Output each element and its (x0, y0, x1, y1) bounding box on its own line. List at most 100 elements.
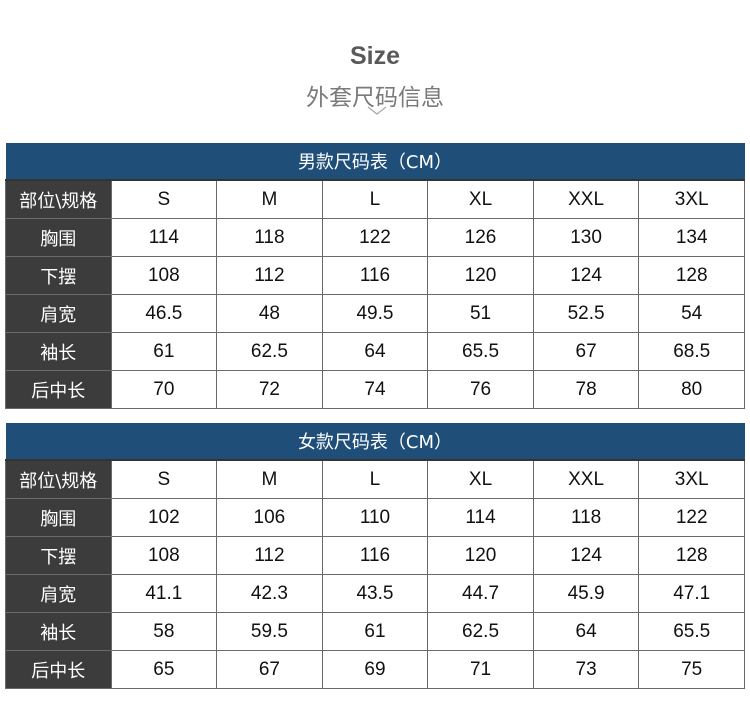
row-label: 后中长 (5, 650, 112, 689)
table-cell: 124 (532, 536, 640, 575)
table-cell: 126 (427, 218, 534, 257)
table-row: 肩宽 46.5 48 49.5 51 52.5 54 (5, 294, 745, 333)
table-cell: 42.3 (216, 574, 323, 613)
table-cell: 128 (638, 256, 745, 295)
table-cell: 106 (216, 498, 323, 537)
table-cell: 114 (110, 218, 218, 257)
table-cell: 47.1 (638, 574, 745, 613)
womens-size-table: 女款尺码表（CM） 部位\规格 S M L XL XXL 3XL 胸围 102 106 110 114 1… (5, 423, 745, 689)
table-cell: 65.5 (427, 332, 534, 371)
table-cell: 108 (110, 256, 218, 295)
table-cell: 43.5 (321, 574, 429, 613)
table-row: 胸围 102 106 110 114 118 122 (5, 498, 745, 537)
size-header: 3XL (638, 179, 745, 219)
mens-size-table: 男款尺码表（CM） 部位\规格 S M L XL XXL 3XL 胸围 114 118 122 126 1… (5, 143, 745, 409)
size-header: S (110, 459, 218, 499)
table-cell: 58 (110, 612, 218, 651)
size-header: M (216, 179, 323, 219)
table-cell: 64 (532, 612, 640, 651)
table-cell: 61 (321, 612, 429, 651)
table-cell: 65.5 (638, 612, 745, 651)
size-header-row: 部位\规格 S M L XL XXL 3XL (5, 179, 745, 219)
table-cell: 130 (532, 218, 640, 257)
table-cell: 112 (216, 256, 323, 295)
table-cell: 116 (321, 536, 429, 575)
chevron-down-icon (367, 106, 387, 115)
table-cell: 74 (321, 370, 429, 409)
page-title: Size (349, 42, 401, 70)
table-cell: 76 (427, 370, 534, 409)
table-cell: 64 (321, 332, 429, 371)
corner-label: 部位\规格 (5, 459, 112, 499)
size-header: S (110, 179, 218, 219)
table-cell: 52.5 (532, 294, 640, 333)
table-cell: 45.9 (532, 574, 640, 613)
row-label: 袖长 (5, 612, 112, 651)
table-cell: 72 (216, 370, 323, 409)
table-cell: 61 (110, 332, 218, 371)
size-header: L (321, 179, 429, 219)
table-cell: 80 (638, 370, 745, 409)
size-header: XL (427, 179, 534, 219)
table-cell: 73 (532, 650, 640, 689)
table-cell: 120 (427, 536, 534, 575)
table-cell: 75 (638, 650, 745, 689)
table-cell: 78 (532, 370, 640, 409)
table-cell: 118 (532, 498, 640, 537)
table-caption: 男款尺码表（CM） (5, 143, 745, 181)
table-cell: 134 (638, 218, 745, 257)
table-row: 后中长 65 67 69 71 73 75 (5, 650, 745, 689)
size-header: 3XL (638, 459, 745, 499)
row-label: 胸围 (5, 218, 112, 257)
corner-label: 部位\规格 (5, 179, 112, 219)
page-subtitle: 外套尺码信息 (306, 85, 444, 111)
table-cell: 122 (321, 218, 429, 257)
table-cell: 120 (427, 256, 534, 295)
table-cell: 48 (216, 294, 323, 333)
size-header: XXL (532, 179, 640, 219)
row-label: 胸围 (5, 498, 112, 537)
table-cell: 70 (110, 370, 218, 409)
table-cell: 69 (321, 650, 429, 689)
table-cell: 118 (216, 218, 323, 257)
table-cell: 112 (216, 536, 323, 575)
table-cell: 62.5 (216, 332, 323, 371)
table-cell: 71 (427, 650, 534, 689)
row-label: 后中长 (5, 370, 112, 409)
table-cell: 41.1 (110, 574, 218, 613)
table-cell: 67 (216, 650, 323, 689)
table-cell: 59.5 (216, 612, 323, 651)
table-cell: 124 (532, 256, 640, 295)
table-cell: 108 (110, 536, 218, 575)
table-caption: 女款尺码表（CM） (5, 423, 745, 461)
table-cell: 62.5 (427, 612, 534, 651)
table-cell: 116 (321, 256, 429, 295)
table-cell: 110 (321, 498, 429, 537)
size-header: L (321, 459, 429, 499)
table-cell: 46.5 (110, 294, 218, 333)
table-cell: 54 (638, 294, 745, 333)
table-row: 下摆 108 112 116 120 124 128 (5, 536, 745, 575)
table-cell: 67 (532, 332, 640, 371)
table-cell: 49.5 (321, 294, 429, 333)
row-label: 肩宽 (5, 574, 112, 613)
row-label: 肩宽 (5, 294, 112, 333)
table-cell: 68.5 (638, 332, 745, 371)
size-header: M (216, 459, 323, 499)
table-cell: 102 (110, 498, 218, 537)
row-label: 下摆 (5, 256, 112, 295)
table-row: 胸围 114 118 122 126 130 134 (5, 218, 745, 257)
size-header-row: 部位\规格 S M L XL XXL 3XL (5, 459, 745, 499)
table-row: 袖长 61 62.5 64 65.5 67 68.5 (5, 332, 745, 371)
table-cell: 122 (638, 498, 745, 537)
table-cell: 65 (110, 650, 218, 689)
table-row: 后中长 70 72 74 76 78 80 (5, 370, 745, 409)
table-row: 袖长 58 59.5 61 62.5 64 65.5 (5, 612, 745, 651)
table-row: 下摆 108 112 116 120 124 128 (5, 256, 745, 295)
table-cell: 114 (427, 498, 534, 537)
table-cell: 128 (638, 536, 745, 575)
table-row: 肩宽 41.1 42.3 43.5 44.7 45.9 47.1 (5, 574, 745, 613)
row-label: 下摆 (5, 536, 112, 575)
table-cell: 44.7 (427, 574, 534, 613)
size-header: XL (427, 459, 534, 499)
